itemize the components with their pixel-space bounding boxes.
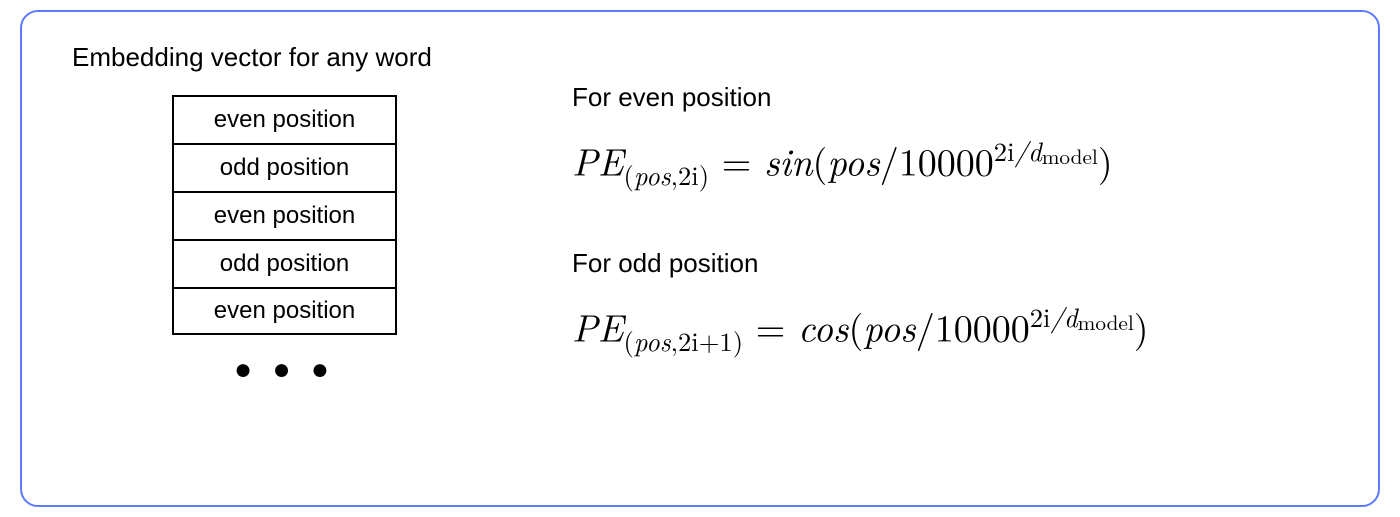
formula-eq: = xyxy=(743,300,798,354)
left-column: Embedding vector for any word even posit… xyxy=(72,42,492,485)
even-label: For even position xyxy=(572,82,1338,113)
embedding-heading: Embedding vector for any word xyxy=(72,42,492,73)
formula-eq: = xyxy=(709,134,764,188)
formula-slash: / xyxy=(880,134,899,188)
formula-func: cos xyxy=(798,300,849,354)
formula-open: ( xyxy=(813,134,828,188)
right-column: For even position PE(pos,2i) = sin(pos/1… xyxy=(492,42,1338,485)
formula-sub: (pos,2i+1) xyxy=(624,321,744,359)
vector-cell: odd position xyxy=(172,143,397,191)
diagram-card: Embedding vector for any word even posit… xyxy=(20,10,1380,507)
formula-pos: pos xyxy=(827,134,879,188)
odd-block: For odd position PE(pos,2i+1) = cos(pos/… xyxy=(572,248,1338,359)
vector-cell: odd position xyxy=(172,239,397,287)
formula-pos: pos xyxy=(863,300,915,354)
formula-text: PE xyxy=(572,300,624,354)
formula-base: 10000 xyxy=(935,300,1030,354)
formula-open: ( xyxy=(848,300,863,354)
formula-func: sin xyxy=(764,134,813,188)
formula-sub: (pos,2i) xyxy=(624,155,710,193)
formula-base: 10000 xyxy=(899,134,994,188)
formula-close: ) xyxy=(1098,134,1113,188)
formula-text: PE xyxy=(572,134,624,188)
formula-close: ) xyxy=(1134,300,1149,354)
vector-cell: even position xyxy=(172,287,397,335)
embedding-vector-stack: even positionodd positioneven positionod… xyxy=(172,95,397,335)
formula-exp: 2i/dmodel xyxy=(994,131,1098,169)
even-formula: PE(pos,2i) = sin(pos/100002i/dmodel) xyxy=(572,131,1338,193)
odd-formula: PE(pos,2i+1) = cos(pos/100002i/dmodel) xyxy=(572,297,1338,359)
formula-exp: 2i/dmodel xyxy=(1030,297,1134,335)
vector-cell: even position xyxy=(172,191,397,239)
even-block: For even position PE(pos,2i) = sin(pos/1… xyxy=(572,82,1338,193)
vector-cell: even position xyxy=(172,95,397,143)
ellipsis-dots: ● ● ● xyxy=(172,353,397,387)
odd-label: For odd position xyxy=(572,248,1338,279)
formula-slash: / xyxy=(916,300,935,354)
